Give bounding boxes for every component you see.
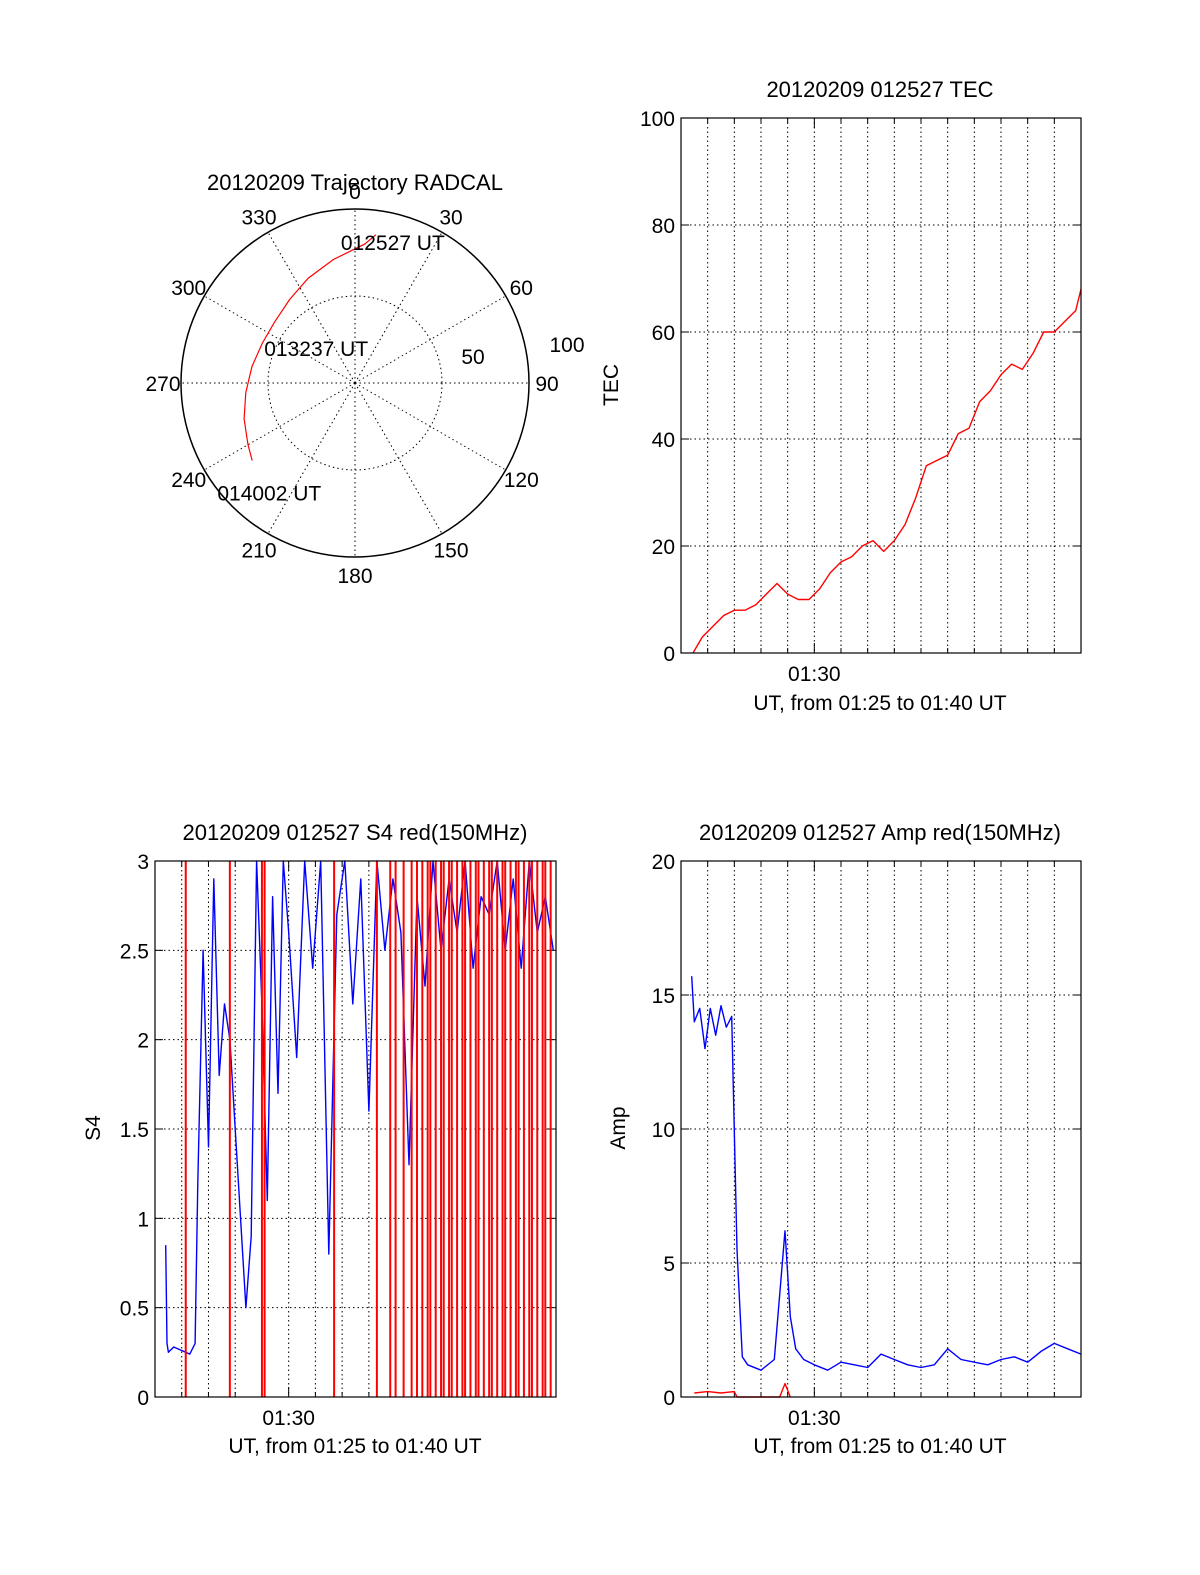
trajectory-time-label: 012527 UT <box>341 232 445 255</box>
polar-radial-label-50: 50 <box>461 346 484 369</box>
trajectory-path <box>243 234 377 461</box>
polar-azimuth-label-150: 150 <box>433 539 468 562</box>
y-tick-label: 80 <box>652 215 675 238</box>
amp-ylabel: Amp <box>607 1106 630 1149</box>
x-tick-label: 01:30 <box>788 1407 841 1430</box>
series-line-0 <box>692 289 1082 654</box>
series-line-1 <box>694 1382 791 1398</box>
polar-azimuth-label-60: 60 <box>510 277 533 300</box>
amp-plot-area: 0 5 10 15 20 01:30 <box>652 851 1082 1430</box>
series-line-0 <box>691 976 1082 1371</box>
polar-azimuth-labels: 0 30 60 90 120 150 180 210 240 270 300 330 <box>145 181 558 588</box>
polar-azimuth-label-270: 270 <box>145 373 180 396</box>
polar-azimuth-label-90: 90 <box>535 373 558 396</box>
polar-spoke-120 <box>354 382 506 471</box>
s4-xlabel: UT, from 01:25 to 01:40 UT <box>228 1435 481 1458</box>
plot-frame <box>680 860 1082 1398</box>
series-line-0 <box>165 860 554 1355</box>
y-tick-label: 15 <box>652 985 675 1008</box>
polar-spoke-60 <box>354 295 506 384</box>
tec-ylabel: TEC <box>600 364 623 406</box>
amp-panel: 20120209 012527 Amp red(150MHz) Amp UT, … <box>607 820 1082 1458</box>
polar-spoke-330 <box>267 232 356 384</box>
y-tick-label: 10 <box>652 1119 675 1142</box>
polar-azimuth-label-330: 330 <box>241 207 276 230</box>
trajectory-polar-panel: 20120209 Trajectory RADCAL 0 30 60 90 120 150… <box>145 170 584 588</box>
polar-spoke-210 <box>267 382 356 534</box>
polar-azimuth-label-300: 300 <box>171 277 206 300</box>
polar-spokes <box>181 209 529 557</box>
trajectory-time-label: 014002 UT <box>217 483 321 506</box>
y-tick-label: 20 <box>652 536 675 559</box>
y-tick-label: 2.5 <box>120 940 149 963</box>
s4-plot-area: 0 0.5 1 1.5 2 2.5 3 01:30 <box>120 851 557 1430</box>
y-tick-label: 1.5 <box>120 1119 149 1142</box>
polar-spoke-30 <box>354 232 443 384</box>
polar-radial-label-100: 100 <box>549 334 584 357</box>
tec-xlabel: UT, from 01:25 to 01:40 UT <box>753 692 1006 715</box>
polar-azimuth-label-30: 30 <box>439 207 462 230</box>
polar-azimuth-label-180: 180 <box>337 565 372 588</box>
polar-outer-circle <box>180 208 530 558</box>
polar-azimuth-label-0: 0 <box>349 181 361 204</box>
x-tick-label: 01:30 <box>262 1407 315 1430</box>
y-tick-label: 0 <box>663 643 675 666</box>
plot-frame <box>680 117 1082 654</box>
y-tick-label: 0 <box>137 1387 149 1410</box>
y-tick-label: 60 <box>652 322 675 345</box>
tec-title: 20120209 012527 TEC <box>766 77 993 102</box>
amp-xlabel: UT, from 01:25 to 01:40 UT <box>753 1435 1006 1458</box>
y-tick-label: 1 <box>137 1208 149 1231</box>
polar-spoke-300 <box>204 295 356 384</box>
amp-title: 20120209 012527 Amp red(150MHz) <box>699 820 1061 845</box>
y-tick-label: 20 <box>652 851 675 874</box>
polar-spoke-240 <box>204 382 356 471</box>
y-tick-label: 0.5 <box>120 1298 149 1321</box>
y-tick-label: 2 <box>137 1030 149 1053</box>
s4-ylabel: S4 <box>82 1115 105 1141</box>
s4-panel: 20120209 012527 S4 red(150MHz) S4 UT, fr… <box>82 820 557 1458</box>
polar-azimuth-label-120: 120 <box>504 469 539 492</box>
polar-azimuth-label-240: 240 <box>171 469 206 492</box>
polar-spoke-150 <box>354 382 443 534</box>
trajectory-annotations: 012527 UT 013237 UT 014002 UT <box>217 232 445 506</box>
trajectory-time-label: 013237 UT <box>264 338 368 361</box>
polar-azimuth-label-210: 210 <box>241 539 276 562</box>
plot-frame <box>154 860 557 1398</box>
x-tick-label: 01:30 <box>788 663 841 686</box>
y-tick-label: 3 <box>137 851 149 874</box>
y-tick-label: 100 <box>640 108 675 131</box>
s4-title: 20120209 012527 S4 red(150MHz) <box>183 820 528 845</box>
polar-title: 20120209 Trajectory RADCAL <box>207 170 503 195</box>
tec-panel: 20120209 012527 TEC TEC UT, from 01:25 t… <box>600 77 1082 715</box>
tec-plot-area: 0 20 40 60 80 100 01:30 <box>640 108 1082 686</box>
y-tick-label: 5 <box>663 1253 675 1276</box>
y-tick-label: 0 <box>663 1387 675 1410</box>
y-tick-label: 40 <box>652 429 675 452</box>
